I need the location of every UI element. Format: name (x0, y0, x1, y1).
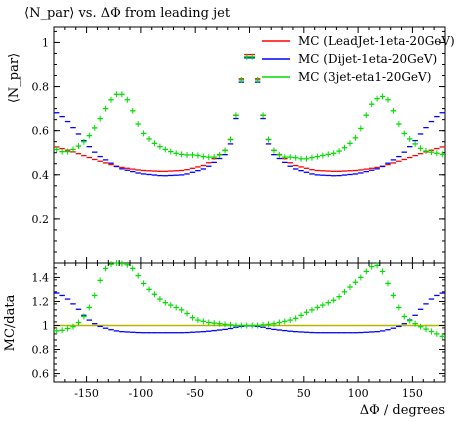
x-tick-label: -150 (74, 387, 99, 400)
ratio-y-tick-label: 1.4 (32, 271, 50, 284)
ratio-y-tick-label: 0.8 (32, 344, 50, 357)
ratio-y-tick-label: 1.2 (32, 295, 50, 308)
ratio-y-tick-label: 0.6 (32, 368, 50, 381)
ratio-ylabel: MC/data (3, 294, 18, 351)
x-tick-label: 50 (297, 387, 311, 400)
ratio-panel: 0.6 0.8 1 1.2 1.4 MC/data (3, 260, 446, 383)
x-tick-label: -100 (129, 387, 154, 400)
x-tick-label: 150 (402, 387, 423, 400)
x-ticks: -150 -100 -50 0 50 100 150 (64, 27, 435, 400)
x-tick-label: -50 (186, 387, 204, 400)
legend: MC (LeadJet-1eta-20GeV) MC (Dijet-1eta-2… (262, 34, 455, 84)
ratio-y-tick-label: 1 (42, 320, 49, 333)
legend-entry-3jet: MC (3jet-eta1-20GeV) (262, 70, 431, 84)
main-y-tick-label: 0.4 (32, 169, 50, 182)
main-panel: 0.2 0.4 0.6 0.8 1 ⟨N_par⟩ (7, 26, 446, 264)
main-y-tick-label: 0.2 (32, 213, 50, 226)
legend-entry-dijet: MC (Dijet-1eta-20GeV) (262, 52, 437, 66)
legend-label-leadjet: MC (LeadJet-1eta-20GeV) (298, 34, 455, 48)
x-tick-label: 100 (348, 387, 369, 400)
legend-label-3jet: MC (3jet-eta1-20GeV) (298, 70, 431, 84)
legend-entry-leadjet: MC (LeadJet-1eta-20GeV) (262, 34, 455, 48)
main-y-ticks: 0.2 0.4 0.6 0.8 1 (32, 30, 445, 264)
ratio-y-ticks: 0.6 0.8 1 1.2 1.4 (32, 267, 445, 383)
x-tick-label: 0 (246, 387, 253, 400)
x-axis-label: ΔΦ / degrees (360, 403, 445, 418)
main-y-tick-label: 0.8 (32, 81, 50, 94)
main-series (54, 53, 445, 177)
main-y-tick-label: 0.6 (32, 125, 50, 138)
ratio-series (54, 260, 445, 340)
chart-title: ⟨N_par⟩ vs. ΔΦ from leading jet (24, 6, 231, 21)
main-y-tick-label: 1 (42, 36, 49, 49)
legend-label-dijet: MC (Dijet-1eta-20GeV) (298, 52, 437, 66)
ratio-frame (53, 262, 446, 383)
main-ylabel: ⟨N_par⟩ (7, 53, 22, 103)
